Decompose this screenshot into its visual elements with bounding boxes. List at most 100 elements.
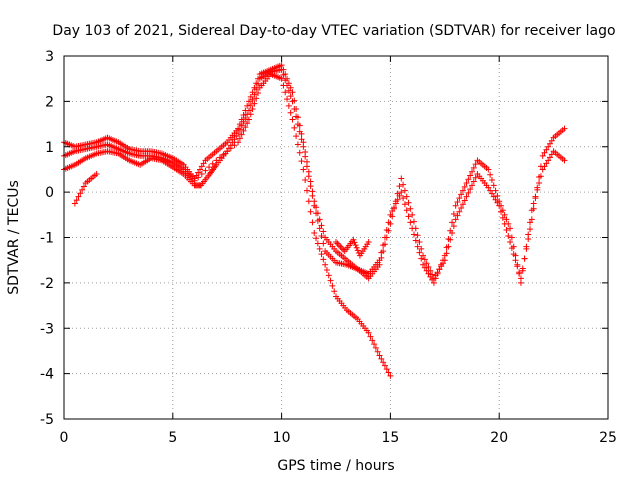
data-point [454, 212, 461, 219]
data-point [240, 111, 247, 118]
chart-title: Day 103 of 2021, Sidereal Day-to-day VTE… [52, 23, 615, 39]
data-point [255, 90, 262, 97]
x-tick-label: 20 [490, 430, 508, 446]
data-point [409, 211, 416, 218]
data-point [323, 267, 330, 274]
data-point [313, 204, 320, 211]
data-point [352, 242, 359, 249]
data-point [314, 240, 321, 247]
data-point [305, 168, 312, 175]
data-point [289, 89, 296, 96]
data-point [327, 277, 334, 284]
data-point [496, 198, 503, 205]
data-point [381, 362, 388, 369]
data-point [463, 193, 470, 200]
y-axis-label: SDTVAR / TECUs [6, 180, 22, 295]
data-point [245, 116, 252, 123]
series-track-5 [71, 170, 100, 207]
data-point [410, 218, 417, 225]
data-point [416, 239, 423, 246]
data-point [209, 160, 216, 167]
data-point [507, 239, 514, 246]
data-point [247, 93, 254, 100]
data-point [318, 222, 325, 229]
data-point [545, 143, 552, 150]
data-point [313, 235, 320, 242]
data-point [231, 136, 238, 143]
data-point [487, 171, 494, 178]
y-tick-label: -5 [40, 412, 54, 428]
data-point [287, 93, 294, 100]
data-point [325, 272, 332, 279]
data-point [229, 139, 236, 146]
data-point [396, 183, 403, 190]
data-point [434, 270, 441, 277]
data-point [244, 102, 251, 109]
data-point [501, 211, 508, 218]
data-point [389, 208, 396, 215]
data-point [405, 213, 412, 220]
data-point [354, 247, 361, 254]
y-tick-label: 0 [45, 185, 54, 201]
data-point [423, 267, 430, 274]
data-point [403, 207, 410, 214]
data-point [298, 158, 305, 165]
data-point [443, 244, 450, 251]
data-point [385, 369, 392, 376]
x-tick-label: 5 [168, 430, 177, 446]
data-point [329, 282, 336, 289]
data-point [302, 149, 309, 156]
data-point [242, 124, 249, 131]
data-point [407, 219, 414, 226]
data-point [420, 252, 427, 259]
data-point [235, 125, 242, 132]
data-point [280, 82, 287, 89]
data-point [539, 166, 546, 173]
data-point [333, 239, 339, 246]
data-point [73, 197, 80, 204]
data-point [414, 243, 421, 250]
series-track-2 [61, 62, 568, 286]
y-tick-label: -2 [40, 276, 54, 292]
data-point [289, 116, 296, 123]
data-point [505, 232, 512, 239]
data-point [561, 125, 568, 132]
data-point [514, 261, 521, 268]
data-point [233, 133, 240, 140]
data-point [278, 62, 285, 69]
data-point [527, 219, 534, 226]
data-point [285, 80, 292, 87]
data-point [488, 177, 495, 184]
data-point [465, 176, 472, 183]
data-point [469, 182, 475, 189]
data-point [282, 71, 289, 78]
data-point [400, 181, 407, 188]
y-tick-label: -4 [40, 367, 54, 383]
data-point [311, 198, 318, 205]
data-point [463, 180, 470, 187]
data-point [545, 157, 552, 164]
data-point [401, 201, 408, 208]
data-point [291, 124, 298, 131]
data-point [242, 115, 249, 122]
data-point [322, 261, 329, 268]
data-point [298, 130, 305, 137]
data-point [470, 178, 477, 185]
data-point [499, 207, 506, 214]
data-point [548, 137, 555, 144]
data-point [499, 214, 506, 221]
data-point [197, 166, 203, 173]
data-point [543, 146, 550, 153]
data-point [251, 100, 258, 107]
data-point [490, 182, 497, 189]
data-point [505, 220, 512, 227]
data-point [432, 275, 439, 282]
data-point [318, 251, 325, 258]
data-point [541, 163, 548, 170]
data-point [378, 249, 385, 256]
data-point [456, 195, 463, 202]
y-tick-label: 3 [45, 49, 54, 65]
x-tick-label: 10 [273, 430, 291, 446]
data-point [284, 75, 291, 82]
data-point [400, 195, 407, 202]
